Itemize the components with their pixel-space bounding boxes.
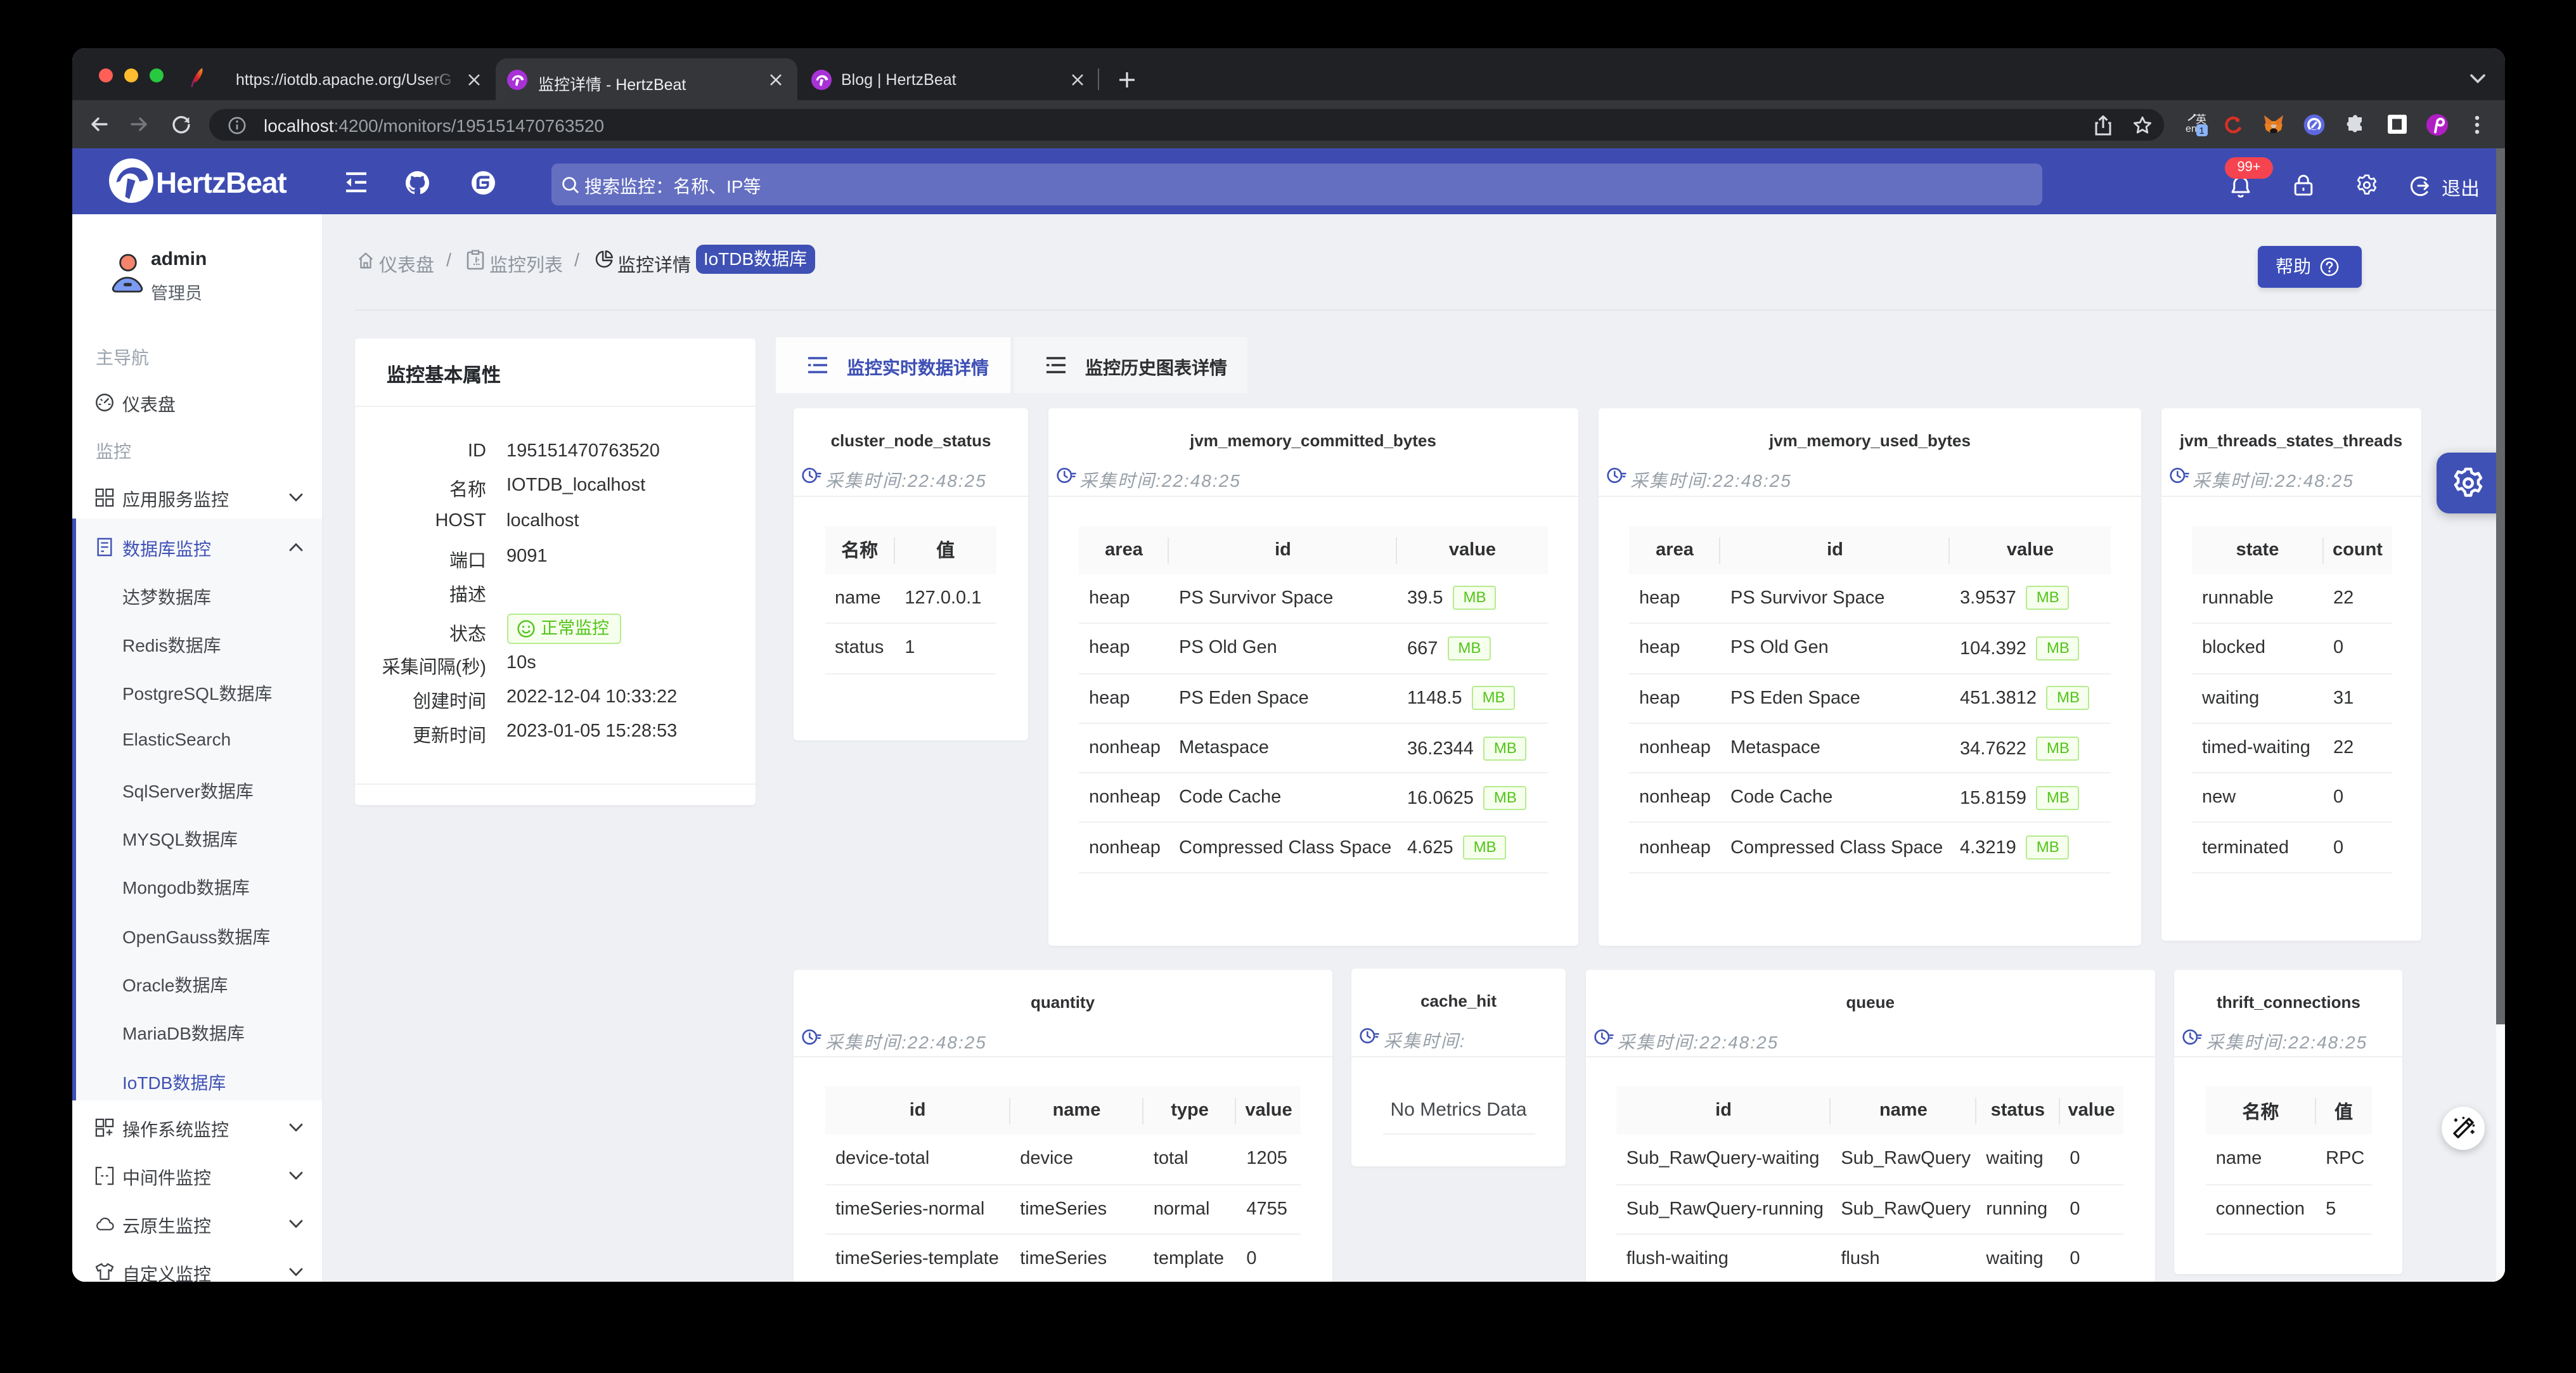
svg-text:en: en: [2186, 124, 2197, 134]
svg-text:1: 1: [2199, 126, 2204, 136]
svg-text:英: 英: [2196, 113, 2206, 126]
